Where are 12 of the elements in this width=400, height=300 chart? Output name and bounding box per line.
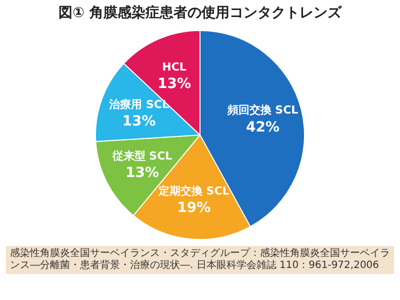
slice-label: 定期交換 SCL [157,184,230,198]
data-label: 13% [126,165,160,182]
text: 感染性角膜炎全国サーベイランス・スタディグループ：感染性角膜炎全国サーベイランス―分離菌・患者背景・治療の現状―. 日本眼科学会雑誌 110：961-972,2006 [6,246,394,274]
data-label: 13% [122,114,156,130]
slice-label: 頻回交換 SCL [226,104,298,117]
slice-label: HCL [162,60,186,74]
data-label: 13% [158,76,192,92]
slice-label: 従来型 SCL [111,149,172,162]
chart-title: 図① 角膜感染症患者の使用コンタクトレンズ [58,4,343,23]
data-label: 19% [177,200,211,216]
data-label: 42% [246,120,280,136]
slice-label: 治療用 SCL [108,98,169,111]
